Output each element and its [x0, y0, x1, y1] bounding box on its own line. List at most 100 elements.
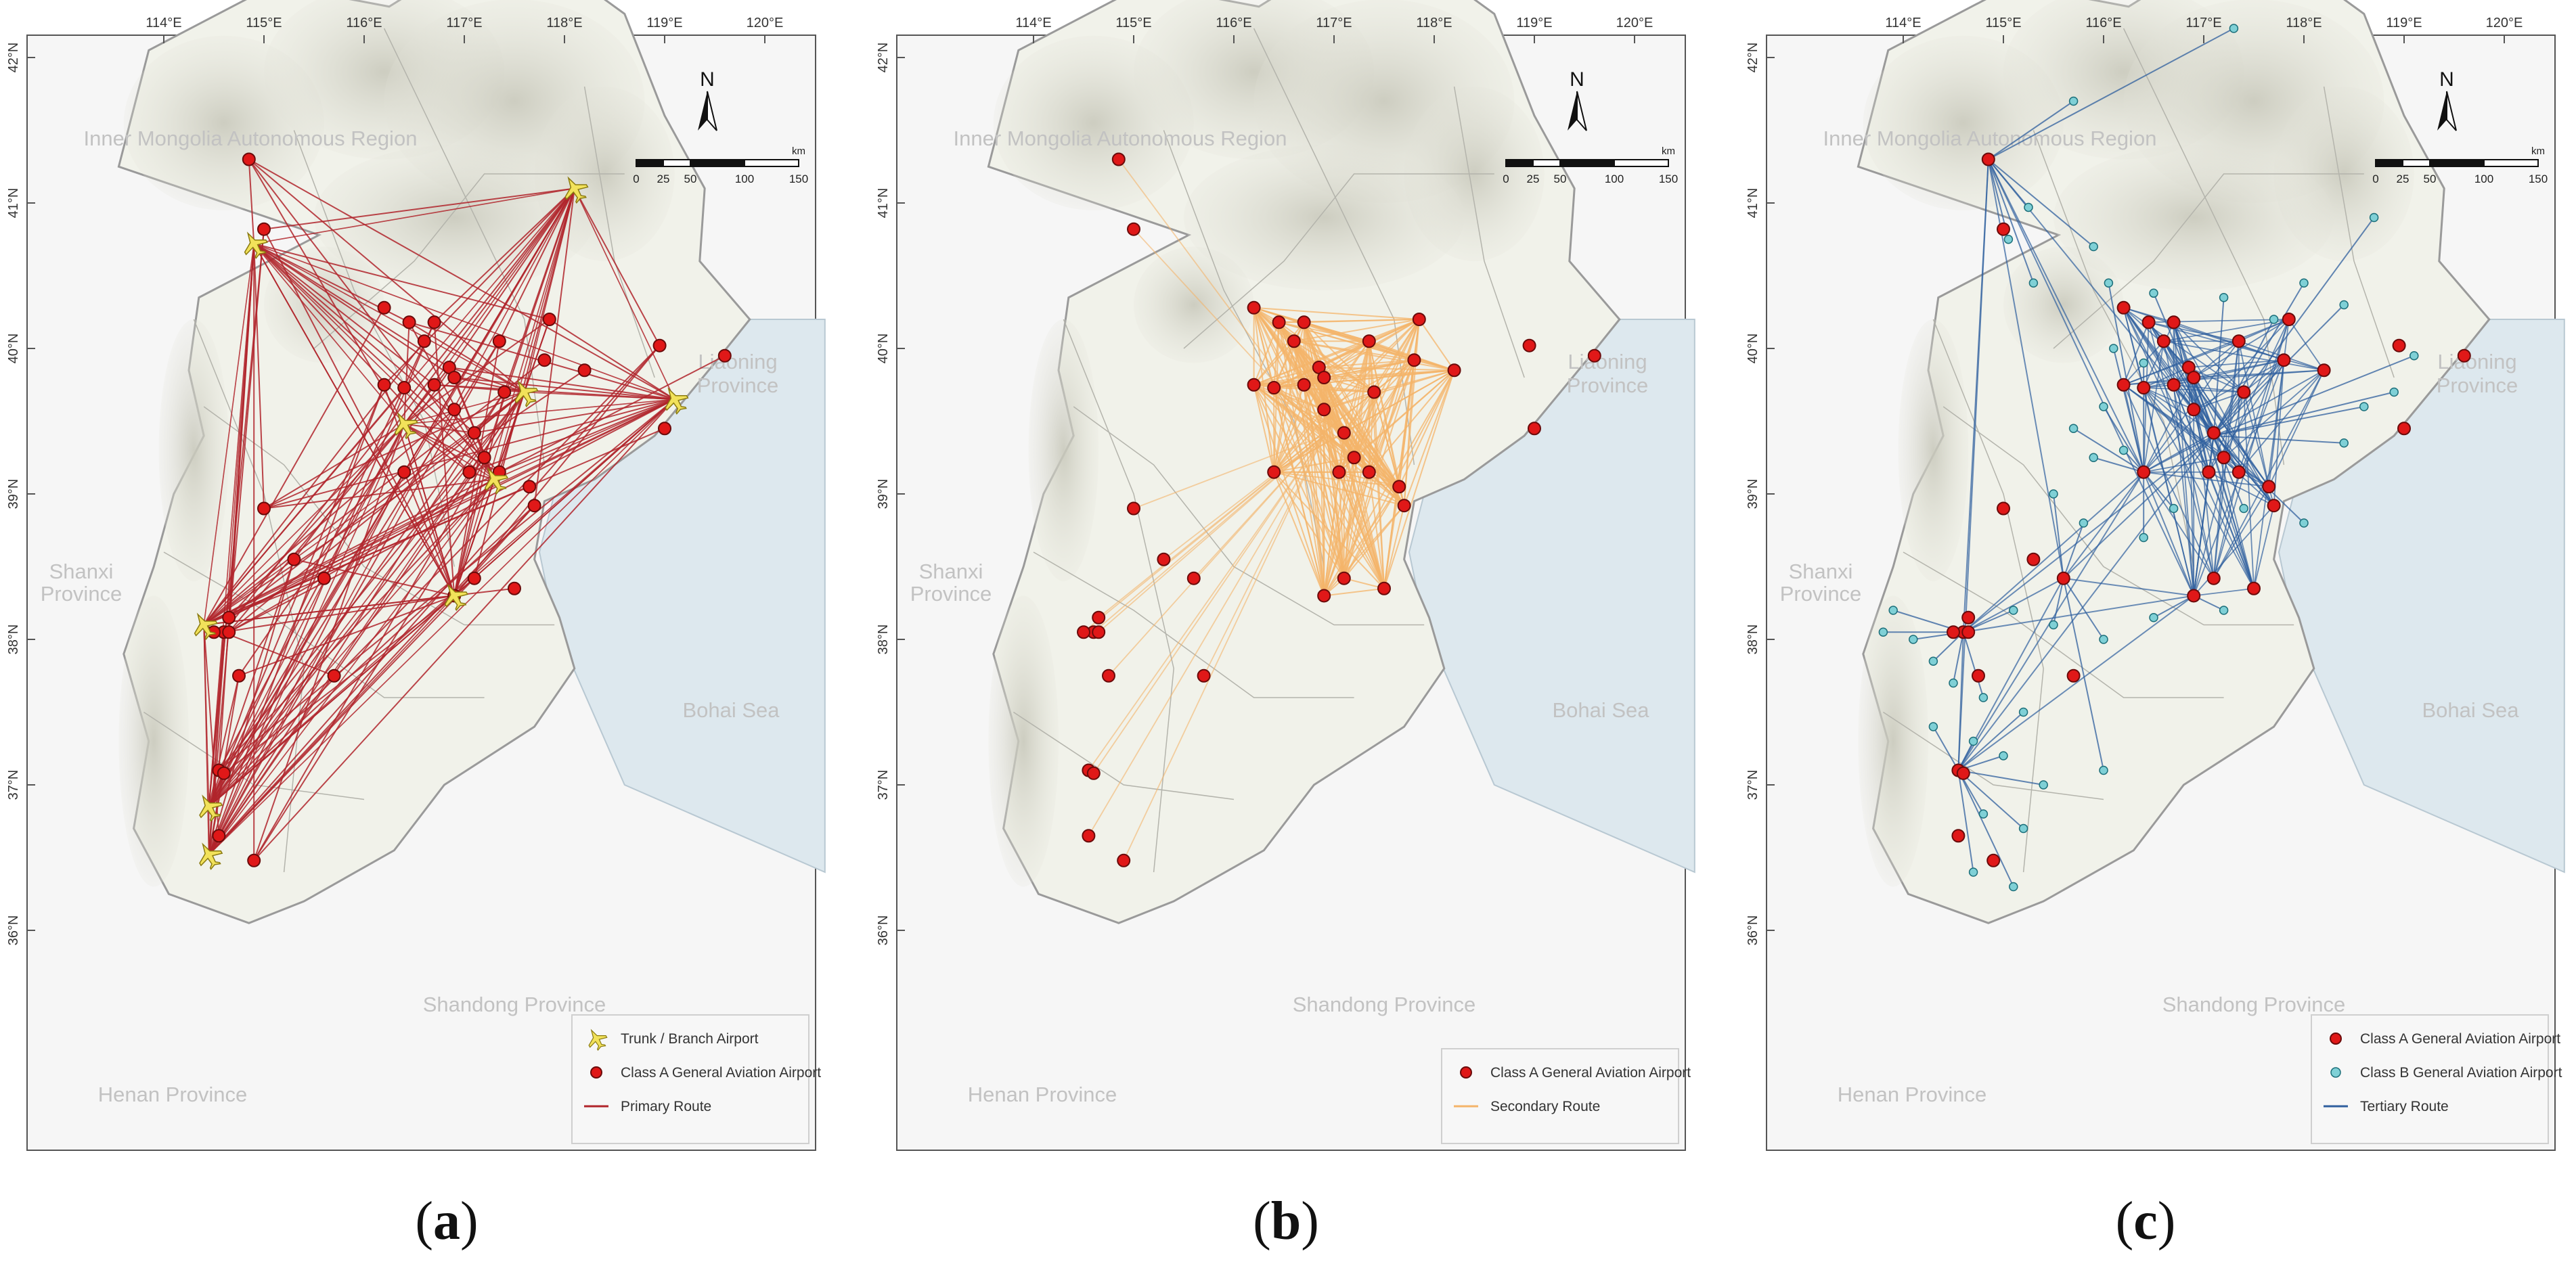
route-line — [474, 399, 675, 434]
class-a-airport — [2187, 403, 2201, 417]
legend-red-dot-icon — [1460, 1066, 1472, 1079]
route-line — [1373, 392, 1400, 487]
class-a-airport — [2262, 480, 2276, 494]
route-line — [1093, 435, 1325, 774]
route-line — [2143, 387, 2194, 411]
class-b-airport — [2149, 613, 2158, 622]
route-line — [1987, 159, 2195, 596]
class-a-airport — [447, 403, 462, 417]
route-line — [574, 188, 675, 400]
class-a-airport — [1367, 385, 1381, 399]
class-a-airport — [417, 334, 431, 348]
route-line — [1953, 632, 1964, 683]
route-line — [1253, 384, 1325, 596]
route-line — [573, 188, 661, 346]
class-a-airport — [2217, 451, 2231, 465]
legend-box — [2311, 1014, 2549, 1144]
class-b-airport — [1968, 867, 1978, 877]
label-liaoning-province: Province — [697, 373, 779, 397]
lon-tick-label: 118°E — [1416, 16, 1452, 30]
class-a-airport — [2156, 334, 2171, 348]
route-line — [1343, 486, 1400, 579]
route-line — [2188, 367, 2210, 472]
class-a-airport — [1332, 465, 1346, 479]
class-b-airport — [1968, 736, 1978, 746]
route-line — [1398, 369, 1455, 487]
route-line — [1273, 387, 1385, 589]
route-line — [2213, 282, 2305, 436]
route-line — [1323, 377, 1340, 472]
route-line — [1963, 435, 2215, 633]
class-a-airport — [1186, 571, 1201, 585]
scale-tick: 0 — [1503, 173, 1509, 185]
class-a-airport — [447, 371, 462, 384]
lat-tick-label: 36°N — [6, 915, 21, 946]
label-shanxi-province: Province — [41, 582, 123, 606]
route-line — [2062, 522, 2085, 579]
route-line — [208, 424, 405, 855]
class-a-airport — [242, 152, 256, 166]
label-henan: Henan Province — [98, 1083, 248, 1106]
class-a-airport — [1077, 625, 1090, 639]
route-line — [1988, 100, 2074, 160]
scale-tick: 50 — [2424, 173, 2437, 185]
route-line — [1353, 457, 1385, 589]
route-line — [1343, 392, 1375, 579]
class-b-airport — [2239, 503, 2248, 514]
class-b-airport — [2003, 235, 2014, 244]
route-line — [404, 423, 474, 434]
route-line — [2188, 367, 2244, 393]
route-line — [2062, 578, 2104, 640]
class-a-airport — [2167, 378, 2181, 392]
route-line — [253, 243, 525, 393]
class-b-airport — [1878, 627, 1888, 637]
class-a-airport — [2392, 338, 2406, 353]
route-line — [2123, 307, 2194, 410]
route-line — [248, 158, 525, 393]
lat-tick-label: 36°N — [1746, 915, 1760, 946]
route-line — [2143, 387, 2275, 506]
map-panel-c: 114°E115°E116°E117°E118°E119°E120°E43°N4… — [1746, 0, 2565, 1151]
class-a-airport — [2206, 426, 2221, 440]
terrain-shading — [158, 319, 229, 581]
route-line — [499, 399, 675, 473]
route-line — [1273, 387, 1340, 473]
class-a-airport — [462, 465, 476, 479]
class-a-airport — [257, 501, 271, 516]
route-line — [2253, 505, 2275, 589]
legend-box — [1441, 1048, 1679, 1144]
route-line — [498, 188, 575, 342]
county-boundary — [2033, 130, 2194, 567]
class-b-airport — [2024, 202, 2033, 212]
county-boundary — [1033, 551, 1354, 698]
route-line — [263, 229, 456, 596]
route-line — [208, 505, 535, 855]
route-line — [208, 595, 455, 855]
class-a-airport — [222, 610, 236, 625]
airplane-icon — [564, 176, 589, 204]
route-line — [1957, 770, 1974, 873]
lat-tick-label: 41°N — [6, 188, 21, 219]
route-line — [1323, 409, 1370, 473]
scale-bar: 0 25 50 100 150 km — [2372, 145, 2548, 185]
class-a-airport — [523, 480, 537, 494]
class-a-airport — [402, 315, 416, 330]
county-boundary — [2123, 28, 2285, 466]
class-a-airport — [2202, 465, 2216, 479]
route-line — [1098, 435, 1325, 633]
class-a-airport — [1956, 766, 1970, 780]
class-a-airport — [658, 422, 671, 436]
route-line — [1274, 471, 1400, 488]
class-a-airport — [492, 334, 506, 348]
route-line — [2213, 391, 2244, 434]
route-line — [2143, 369, 2325, 473]
route-line — [2223, 319, 2290, 458]
legend: Class A General Aviation Airport Secondar… — [1441, 1048, 1691, 1144]
route-line — [2193, 319, 2290, 378]
class-a-airport — [232, 668, 246, 683]
route-line — [208, 595, 455, 807]
terrain-shading — [1134, 246, 1254, 363]
north-arrow-icon: N — [2437, 68, 2457, 131]
county-boundary — [1013, 711, 1235, 800]
class-a-airport — [1267, 465, 1281, 479]
